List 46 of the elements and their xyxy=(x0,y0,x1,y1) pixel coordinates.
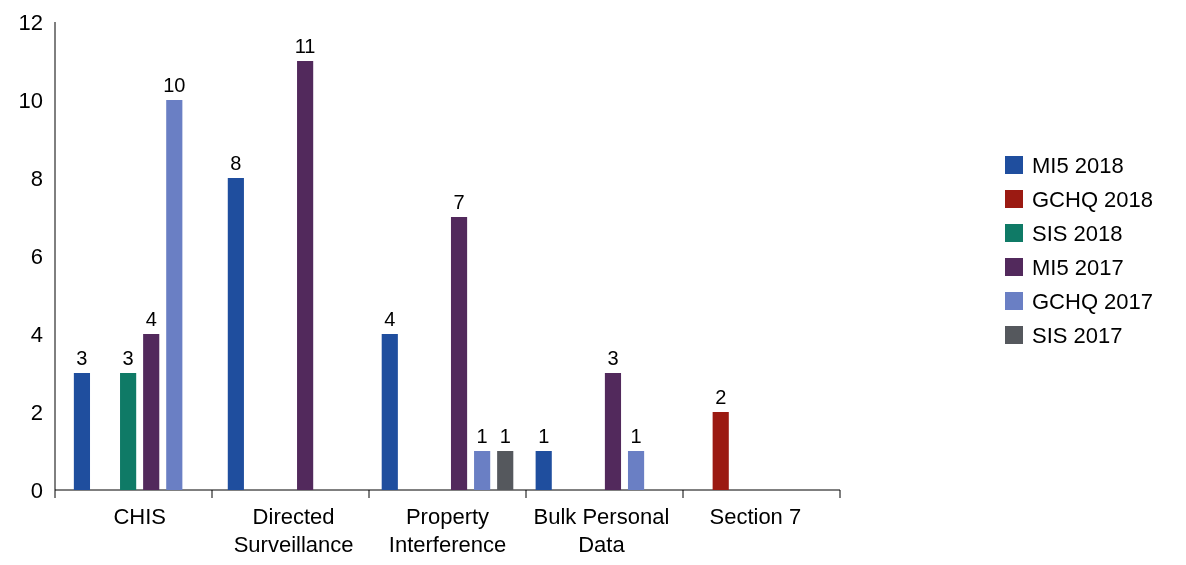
data-label: 1 xyxy=(538,425,550,447)
bar xyxy=(604,373,622,490)
data-label: 10 xyxy=(163,74,186,96)
bar xyxy=(627,451,645,490)
legend-label: MI5 2017 xyxy=(1032,254,1124,280)
data-label: 11 xyxy=(294,35,316,57)
legend-label: GCHQ 2017 xyxy=(1032,288,1154,314)
data-label: 1 xyxy=(499,425,511,447)
data-label: 1 xyxy=(630,425,642,447)
x-tick-label: CHIS xyxy=(113,504,166,529)
bar xyxy=(497,451,514,490)
bar xyxy=(227,178,244,490)
bar xyxy=(450,217,468,490)
data-label: 2 xyxy=(715,386,727,408)
bar xyxy=(474,451,491,490)
x-tick-label: Section 7 xyxy=(709,504,802,529)
x-tick-label: Bulk Personal Data xyxy=(533,504,670,557)
data-label: 7 xyxy=(453,191,465,213)
bar xyxy=(120,373,137,490)
y-tick-label: 0 xyxy=(30,477,43,503)
bar xyxy=(297,61,314,490)
bar xyxy=(535,451,552,490)
bar xyxy=(381,334,398,490)
bar xyxy=(143,334,160,490)
bar xyxy=(166,100,183,490)
x-tick-label: Property Interference xyxy=(388,504,507,557)
y-tick-label: 8 xyxy=(30,165,43,191)
data-label: 8 xyxy=(230,152,242,174)
x-tick-label: Directed Surveillance xyxy=(233,504,354,557)
data-label: 4 xyxy=(145,308,157,330)
y-tick-label: 12 xyxy=(18,9,43,35)
y-tick-label: 2 xyxy=(30,399,43,425)
data-label: 3 xyxy=(607,347,619,369)
bar xyxy=(712,412,729,490)
y-tick-label: 6 xyxy=(30,243,43,269)
legend-label: GCHQ 2018 xyxy=(1032,186,1154,212)
y-tick-label: 4 xyxy=(30,321,43,347)
y-tick-label: 10 xyxy=(18,87,43,113)
data-label: 3 xyxy=(76,347,88,369)
legend-label: SIS 2017 xyxy=(1032,322,1123,348)
data-label: 1 xyxy=(476,425,488,447)
legend-label: SIS 2018 xyxy=(1032,220,1123,246)
data-label: 4 xyxy=(384,308,396,330)
bar xyxy=(73,373,91,490)
legend-label: MI5 2018 xyxy=(1032,152,1124,178)
data-label: 3 xyxy=(122,347,134,369)
